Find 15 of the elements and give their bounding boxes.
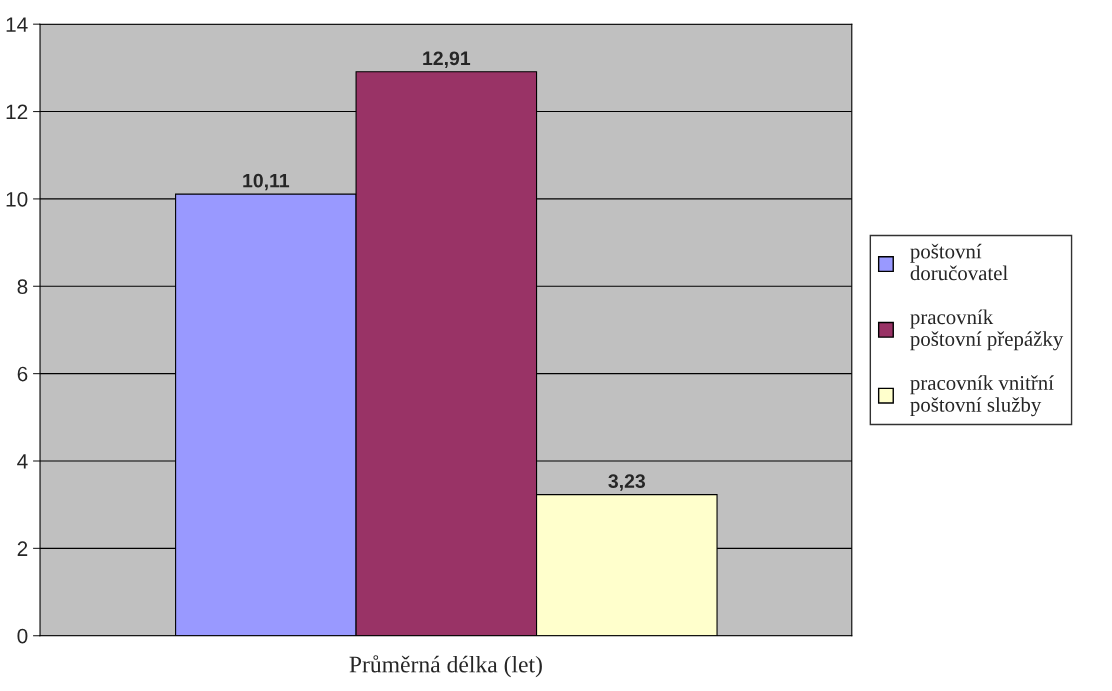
y-tick-label: 2 <box>17 541 28 556</box>
legend-label: pracovník poštovní přepážky <box>910 309 1064 351</box>
y-tick-label: 10 <box>6 191 28 207</box>
data-label: 3,23 <box>608 474 646 491</box>
y-tick-label: 6 <box>17 366 28 382</box>
y-tick-label: 0 <box>17 628 28 644</box>
y-tick-label: 12 <box>6 104 28 120</box>
y-tick-label: 8 <box>17 279 28 295</box>
x-tick-label: Průměrná délka (let) <box>349 655 542 678</box>
data-label: 10,11 <box>243 173 290 191</box>
legend-label: poštovní doručovatel <box>910 243 1008 281</box>
legend-label: pracovník vnitřní poštovní služby <box>910 375 1054 417</box>
y-tick-label: 14 <box>6 17 28 32</box>
y-tick-label: 4 <box>17 454 28 469</box>
data-label: 12,91 <box>423 51 471 68</box>
